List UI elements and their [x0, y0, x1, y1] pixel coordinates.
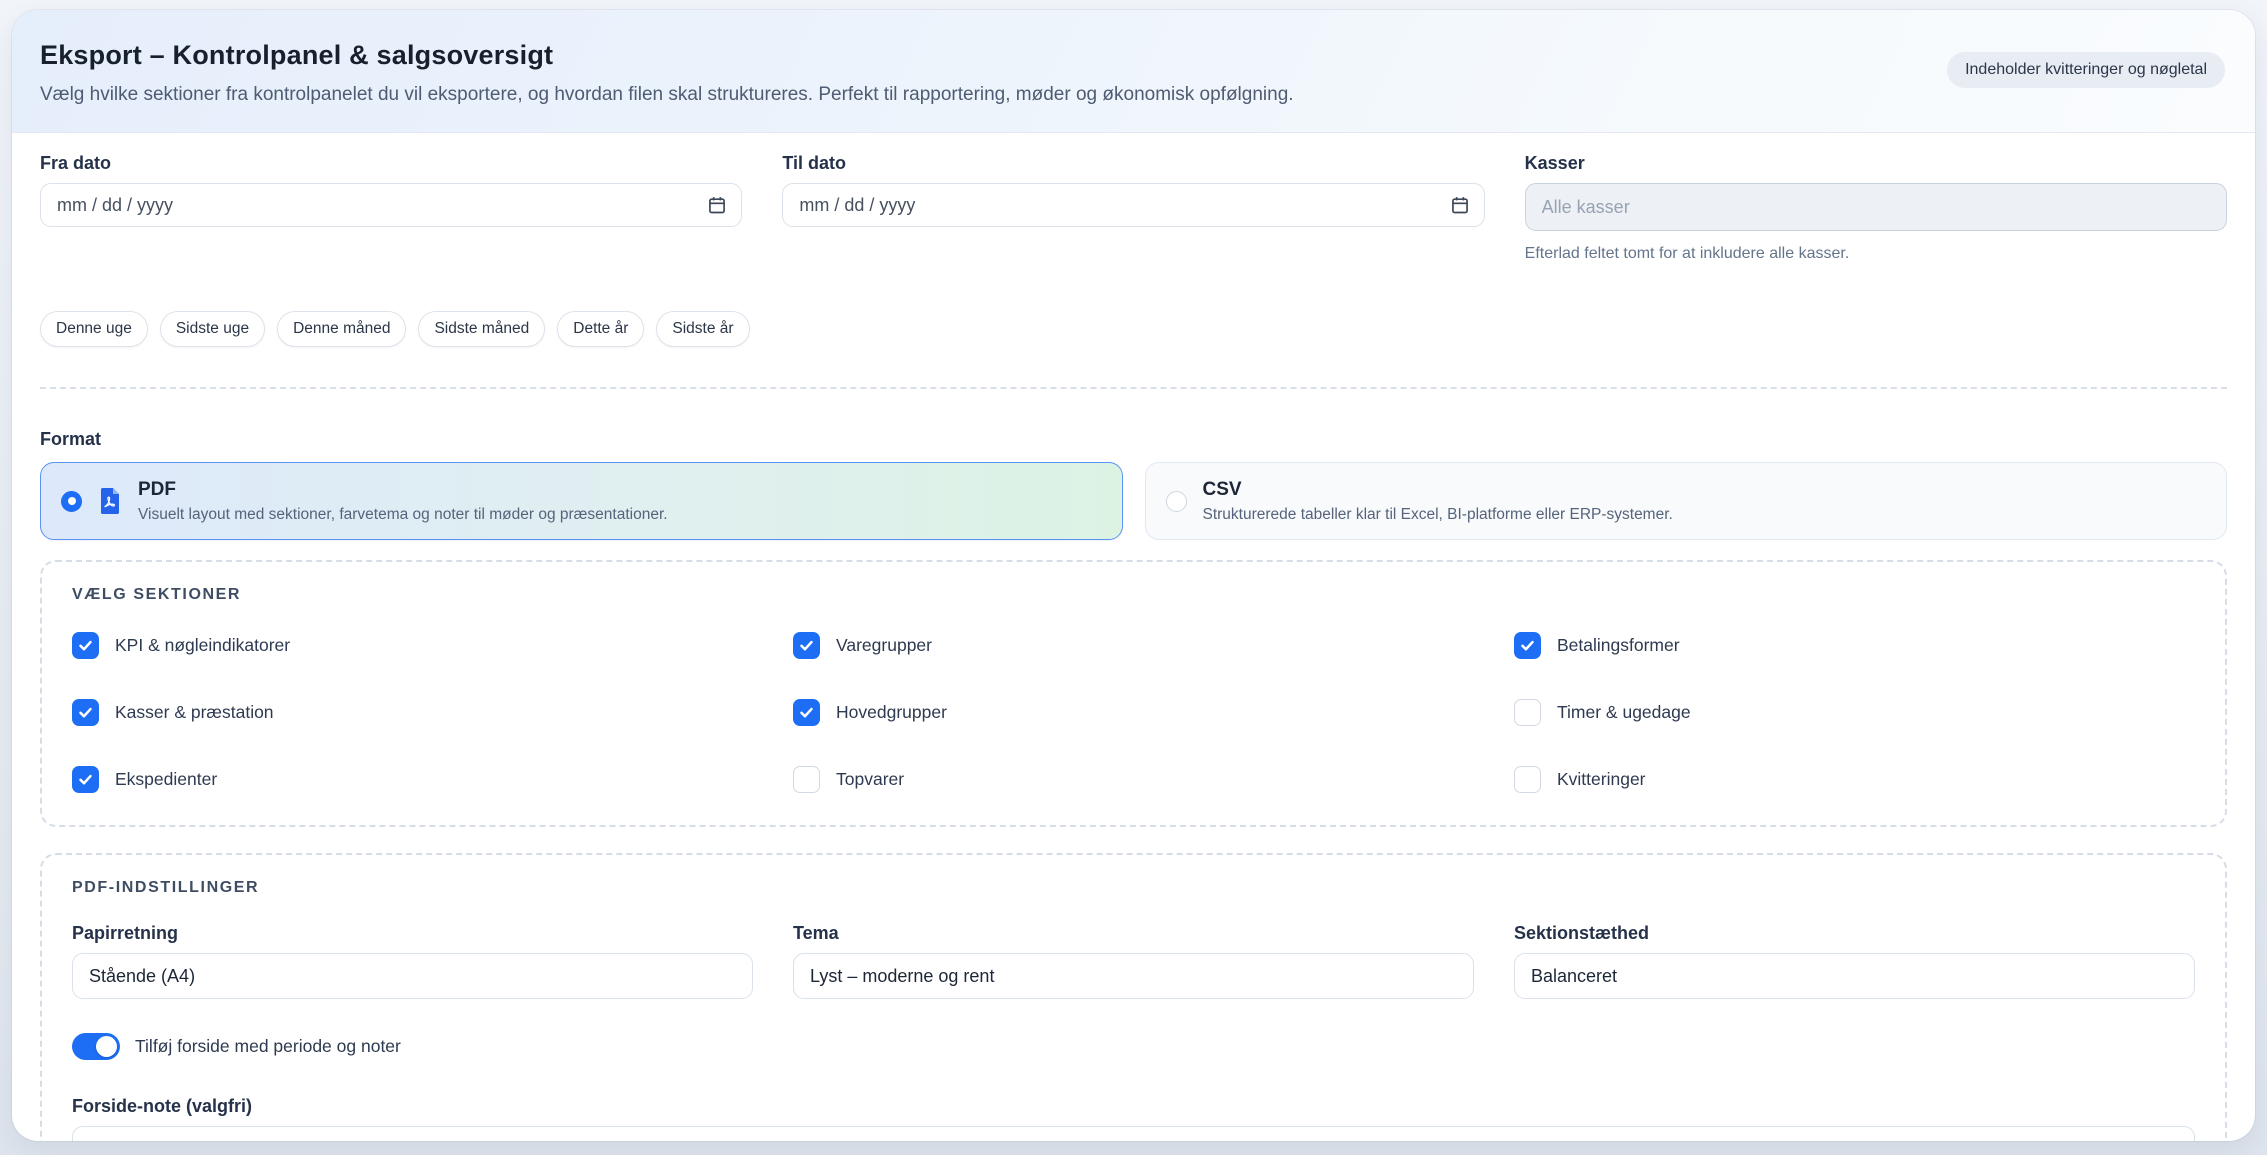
theme-label: Tema — [793, 923, 839, 943]
cover-page-toggle[interactable] — [72, 1033, 120, 1060]
section-checkbox-item[interactable]: Ekspedienter — [72, 766, 753, 793]
checkbox[interactable] — [72, 699, 99, 726]
section-checkbox-label: Timer & ugedage — [1557, 702, 1691, 722]
registers-hint: Efterlad feltet tomt for at inkludere al… — [1524, 245, 1850, 262]
sections-box: VÆLG SEKTIONER KPI & nøgleindikatorer Ka… — [40, 560, 2227, 827]
format-option-card[interactable]: PDF Visuelt layout med sektioner, farvet… — [40, 462, 1123, 540]
density-label: Sektionstæthed — [1514, 923, 1650, 943]
section-divider — [40, 387, 2227, 389]
format-radio[interactable] — [1165, 490, 1187, 512]
calendar-icon[interactable] — [1450, 195, 1470, 215]
pdf-settings-heading: PDF-INDSTILLINGER — [72, 879, 260, 896]
to-date-label: Til dato — [782, 153, 846, 173]
section-checkbox-label: Kvitteringer — [1557, 769, 1646, 789]
pdf-settings-box: PDF-INDSTILLINGER Papirretning Stående (… — [40, 853, 2227, 1141]
calendar-icon[interactable] — [707, 195, 727, 215]
section-checkbox-item[interactable]: Varegrupper — [793, 632, 1474, 659]
format-text: PDF Visuelt layout med sektioner, farvet… — [138, 479, 668, 524]
checkbox[interactable] — [72, 766, 99, 793]
format-description: Strukturerede tabeller klar til Excel, B… — [1202, 505, 1673, 523]
check-icon — [79, 640, 92, 651]
section-checkbox-label: Betalingsformer — [1557, 635, 1680, 655]
section-checkbox-label: Topvarer — [836, 769, 905, 789]
cover-note-block: Forside-note (valgfri) — [72, 1096, 2195, 1141]
export-panel: Eksport – Kontrolpanel & salgsoversigt V… — [12, 10, 2255, 1141]
checkbox[interactable] — [1514, 699, 1541, 726]
cover-toggle-label: Tilføj forside med periode og noter — [135, 1036, 401, 1056]
to-date-input[interactable]: mm / dd / yyyy — [782, 183, 1485, 227]
format-title: PDF — [138, 478, 176, 500]
theme-select[interactable]: Lyst – moderne og rent — [793, 953, 1474, 999]
section-checkbox-item[interactable]: Topvarer — [793, 766, 1474, 793]
checkbox[interactable] — [793, 766, 820, 793]
checkbox[interactable] — [793, 632, 820, 659]
page-header: Eksport – Kontrolpanel & salgsoversigt V… — [12, 10, 2255, 133]
checkbox[interactable] — [1514, 632, 1541, 659]
checkbox[interactable] — [793, 699, 820, 726]
quick-range-chip[interactable]: Sidste år — [656, 311, 750, 347]
format-label: Format — [40, 429, 102, 449]
section-checkbox-item[interactable]: Betalingsformer — [1514, 632, 2195, 659]
pdf-selects-row: Papirretning Stående (A4) Tema Lyst – mo… — [72, 923, 2195, 999]
checkbox[interactable] — [1514, 766, 1541, 793]
sections-heading: VÆLG SEKTIONER — [72, 586, 242, 603]
sections-grid: KPI & nøgleindikatorer Kasser & præstati… — [72, 632, 2195, 793]
quick-range-chip[interactable]: Denne uge — [40, 311, 148, 347]
check-icon — [800, 640, 813, 651]
density-select[interactable]: Balanceret — [1514, 953, 2195, 999]
section-checkbox-item[interactable]: Hovedgrupper — [793, 699, 1474, 726]
section-checkbox-label: Hovedgrupper — [836, 702, 947, 722]
format-radio[interactable] — [61, 490, 82, 512]
section-checkbox-label: KPI & nøgleindikatorer — [115, 635, 291, 655]
orientation-value: Stående (A4) — [89, 965, 196, 986]
filters-row: Fra dato mm / dd / yyyy Til dato mm / dd… — [40, 153, 2227, 263]
quick-range-chip[interactable]: Denne måned — [277, 311, 407, 347]
theme-field: Tema Lyst – moderne og rent — [793, 923, 1474, 999]
registers-label: Kasser — [1524, 153, 1585, 173]
density-field: Sektionstæthed Balanceret — [1514, 923, 2195, 999]
format-text: CSV Strukturerede tabeller klar til Exce… — [1203, 479, 1673, 524]
from-date-input[interactable]: mm / dd / yyyy — [40, 183, 743, 227]
quick-range-chip[interactable]: Sidste måned — [418, 311, 546, 347]
registers-input[interactable] — [1524, 183, 2227, 231]
pdf-file-icon — [101, 488, 119, 514]
format-options: PDF Visuelt layout med sektioner, farvet… — [40, 462, 2227, 540]
check-icon — [79, 707, 92, 718]
format-title: CSV — [1202, 478, 1242, 500]
cover-note-textarea[interactable] — [72, 1126, 2195, 1141]
page-title: Eksport – Kontrolpanel & salgsoversigt — [40, 40, 554, 70]
from-date-field: Fra dato mm / dd / yyyy — [40, 153, 743, 263]
cover-note-label: Forside-note (valgfri) — [72, 1096, 253, 1116]
format-option-card[interactable]: CSV Strukturerede tabeller klar til Exce… — [1144, 462, 2227, 540]
orientation-field: Papirretning Stående (A4) — [72, 923, 753, 999]
check-icon — [79, 774, 92, 785]
check-icon — [800, 707, 813, 718]
theme-value: Lyst – moderne og rent — [810, 965, 995, 986]
orientation-select[interactable]: Stående (A4) — [72, 953, 753, 999]
section-checkbox-item[interactable]: Kvitteringer — [1514, 766, 2195, 793]
check-icon — [1521, 640, 1534, 651]
orientation-label: Papirretning — [72, 923, 179, 943]
header-text: Eksport – Kontrolpanel & salgsoversigt V… — [40, 40, 1294, 106]
registers-field: Kasser Efterlad feltet tomt for at inklu… — [1524, 153, 2227, 263]
section-checkbox-item[interactable]: Kasser & præstation — [72, 699, 753, 726]
format-description: Visuelt layout med sektioner, farvetema … — [138, 505, 668, 523]
density-value: Balanceret — [1531, 965, 1618, 986]
from-date-placeholder: mm / dd / yyyy — [57, 194, 174, 215]
section-checkbox-label: Kasser & præstation — [115, 702, 274, 722]
section-checkbox-label: Ekspedienter — [115, 769, 218, 789]
to-date-field: Til dato mm / dd / yyyy — [782, 153, 1485, 263]
from-date-label: Fra dato — [40, 153, 112, 173]
cover-toggle-row: Tilføj forside med periode og noter — [72, 1033, 2195, 1060]
quick-range-chip[interactable]: Dette år — [557, 311, 645, 347]
section-checkbox-item[interactable]: KPI & nøgleindikatorer — [72, 632, 753, 659]
quick-range-chip[interactable]: Sidste uge — [159, 311, 266, 347]
quick-range-chips: Denne uge Sidste uge Denne måned Sidste mån… — [40, 311, 2227, 347]
checkbox[interactable] — [72, 632, 99, 659]
section-checkbox-label: Varegrupper — [836, 635, 932, 655]
page-subtitle: Vælg hvilke sektioner fra kontrolpanelet… — [40, 84, 1294, 105]
to-date-placeholder: mm / dd / yyyy — [799, 194, 916, 215]
section-checkbox-item[interactable]: Timer & ugedage — [1514, 699, 2195, 726]
info-badge: Indeholder kvitteringer og nøgletal — [1947, 52, 2225, 88]
